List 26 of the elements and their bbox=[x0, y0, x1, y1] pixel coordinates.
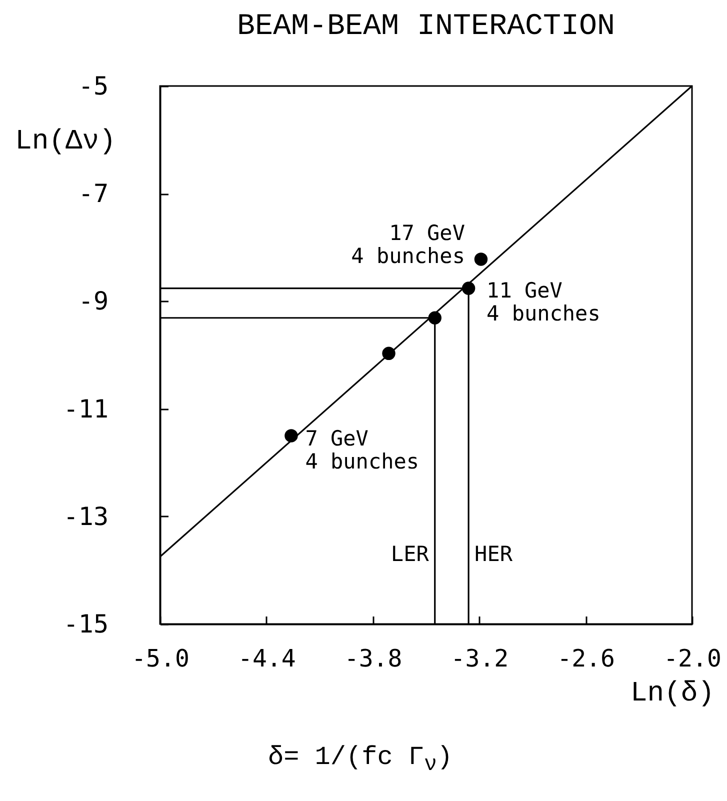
x-axis-title: Ln(δ) bbox=[630, 678, 715, 710]
text: δ= 1/(fc Γ$_{ν}$) bbox=[268, 742, 453, 778]
y-tick-label: -7 bbox=[78, 179, 108, 208]
series-label: LER bbox=[390, 542, 430, 566]
x-tick-label: -2.0 bbox=[664, 644, 722, 672]
y-tick-label: -5 bbox=[78, 72, 108, 100]
annotation: 11 GeV 4 bunches bbox=[486, 278, 600, 326]
x-tick-label: -3.2 bbox=[450, 644, 509, 672]
series-label: HER bbox=[474, 542, 513, 566]
point bbox=[474, 252, 488, 266]
y-tick-label: -13 bbox=[63, 502, 108, 531]
y-axis-title: Ln(Δν) bbox=[15, 126, 116, 158]
annotation: 17 GeV 4 bunches bbox=[351, 221, 466, 268]
x-tick-label: -5.0 bbox=[132, 644, 190, 672]
chart-title: BEAM-BEAM INTERACTION bbox=[236, 10, 616, 44]
point bbox=[382, 346, 396, 360]
x-tick-label: -3.8 bbox=[344, 644, 402, 672]
x-tick-label: -4.4 bbox=[238, 644, 296, 672]
y-tick-label: -9 bbox=[78, 286, 108, 316]
point bbox=[428, 311, 442, 324]
y-tick-label: -11 bbox=[63, 394, 108, 424]
point bbox=[284, 429, 298, 442]
annotation: 7 GeV 4 bunches bbox=[305, 426, 420, 474]
point bbox=[462, 282, 476, 295]
x-tick-label: -2.6 bbox=[557, 644, 615, 672]
y-tick-label: -15 bbox=[63, 610, 108, 638]
